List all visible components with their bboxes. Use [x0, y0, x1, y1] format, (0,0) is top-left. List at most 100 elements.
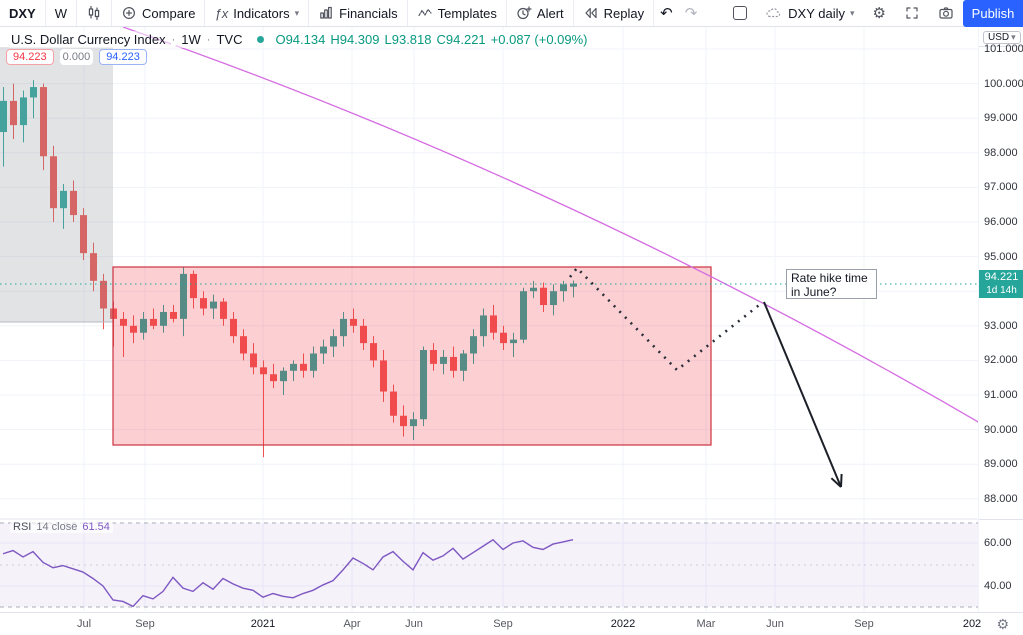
price-axis-label: 92.000 [984, 354, 1018, 367]
price-axis-label: 93.000 [984, 319, 1018, 332]
replay-button[interactable]: Replay [574, 0, 653, 26]
time-axis[interactable]: Jul Sep 2021 Apr Jun Sep 2022 Mar Jun Sep 202 ⚙ [0, 612, 1023, 635]
candle-body [120, 318, 127, 326]
time-axis-label: Jun [766, 618, 784, 630]
toolbar-separator [406, 0, 408, 26]
symbol-legend[interactable]: U.S. Dollar Currency Index · 1W · TVC O9… [8, 31, 591, 48]
annotation-note[interactable]: Rate hike time in June? [786, 269, 877, 299]
time-axis-label: 2022 [610, 618, 636, 630]
financials-button[interactable]: Financials [309, 0, 407, 26]
rsi-value: 61.54 [82, 521, 110, 533]
chart-settings-button[interactable]: ⚙ [864, 0, 895, 26]
annotation-line2: in June? [791, 285, 837, 299]
time-axis-label: Jun [405, 618, 423, 630]
chart-type-button[interactable] [77, 0, 111, 26]
price-axis-label: 88.000 [984, 492, 1018, 505]
arrow-head [830, 477, 842, 488]
candle-body [460, 353, 467, 371]
ohlc-high: H94.309 [330, 32, 380, 47]
currency-selector[interactable]: USD ▾ [983, 31, 1021, 44]
time-axis-label: Sep [493, 618, 513, 630]
candle-body [540, 287, 547, 306]
toolbar-separator [76, 0, 78, 26]
layout-square-icon [733, 6, 748, 20]
chart-canvas[interactable] [0, 27, 978, 612]
candle-body [140, 318, 147, 333]
ohlc-open: O94.134 [275, 32, 326, 47]
redo-button[interactable]: ↷ [679, 0, 704, 26]
market-status-dot[interactable] [257, 36, 265, 43]
arrow-head [840, 473, 843, 488]
candle-body [260, 367, 267, 375]
symbol-button[interactable]: DXY [0, 0, 45, 26]
publish-button[interactable]: Publish [963, 0, 1023, 27]
chevron-down-icon: ▾ [1011, 32, 1016, 42]
undo-button[interactable]: ↶ [654, 0, 679, 26]
time-axis-label: Jul [76, 618, 92, 630]
candle-body [0, 100, 7, 133]
candle-body [440, 356, 447, 364]
ohlc-change: +0.087 (+0.09%) [490, 32, 588, 47]
candle-body [200, 298, 207, 309]
candle-body [380, 360, 387, 392]
compare-icon [121, 5, 137, 21]
alert-button[interactable]: Alert [507, 0, 573, 26]
candle-body [30, 87, 37, 98]
fullscreen-icon [904, 5, 920, 21]
candle-body [430, 350, 437, 364]
interval-button[interactable]: W [46, 0, 76, 26]
snapshot-button[interactable] [929, 0, 963, 26]
rsi-band [0, 523, 978, 607]
redo-icon: ↷ [684, 5, 698, 22]
time-axis-label: 2021 [250, 618, 276, 630]
symbol-title: U.S. Dollar Currency Index [11, 32, 166, 47]
toolbar-separator [653, 0, 655, 26]
toolbar-separator [308, 0, 310, 26]
replay-label: Replay [603, 5, 645, 21]
multi-layout-button[interactable] [724, 0, 756, 26]
price-axis-label: 100.000 [984, 77, 1023, 90]
templates-button[interactable]: Templates [408, 0, 506, 26]
time-axis-label: Apr [343, 618, 361, 630]
candle-body [360, 325, 367, 344]
price-axis-label: 101.000 [984, 43, 1023, 55]
candle-body [220, 301, 227, 319]
financials-label: Financials [339, 5, 398, 21]
separator-dot: · [170, 32, 177, 47]
candle-body [270, 374, 277, 382]
replay-icon [583, 5, 599, 21]
alert-clock-icon [516, 5, 532, 21]
time-axis-label: Sep [854, 618, 874, 630]
candle-body [40, 87, 47, 157]
price-axis[interactable]: USD ▾ 101.000 100.000 99.000 98.000 97.000 96… [978, 27, 1023, 612]
last-price: 94.221 [984, 271, 1019, 283]
price-badge-diff: 0.000 [59, 49, 94, 65]
price-badge-red[interactable]: 94.223 [6, 49, 54, 65]
indicators-button[interactable]: ƒx Indicators ▾ [205, 0, 308, 26]
cloud-layout-button[interactable]: DXY daily ▾ [756, 0, 863, 26]
time-axis-label: 202 [962, 618, 982, 630]
gear-icon: ⚙ [872, 5, 886, 22]
rsi-legend[interactable]: RSI 14 close 61.54 [10, 521, 113, 533]
camera-icon [938, 5, 954, 21]
candle-body [250, 353, 257, 368]
toolbar-separator [572, 0, 574, 26]
price-axis-label: 97.000 [984, 181, 1018, 194]
ohlc-low: L93.818 [384, 32, 432, 47]
compare-button[interactable]: Compare [112, 0, 204, 26]
candle-body [280, 370, 287, 382]
price-badge-blue[interactable]: 94.223 [99, 49, 147, 65]
currency-label: USD [988, 32, 1010, 43]
candle-body [60, 190, 67, 209]
candle-body [330, 336, 337, 347]
candle-body [500, 332, 507, 344]
price-axis-label: 95.000 [984, 250, 1018, 263]
price-range-badges: 94.223 0.000 94.223 [6, 49, 147, 65]
fullscreen-button[interactable] [895, 0, 929, 26]
chevron-down-icon: ▾ [850, 7, 855, 18]
candle-body [510, 339, 517, 344]
time-axis-settings-gear-icon[interactable]: ⚙ [996, 616, 1009, 632]
candle-body [570, 283, 577, 287]
candle-body [240, 336, 247, 354]
candle-body [70, 190, 77, 216]
